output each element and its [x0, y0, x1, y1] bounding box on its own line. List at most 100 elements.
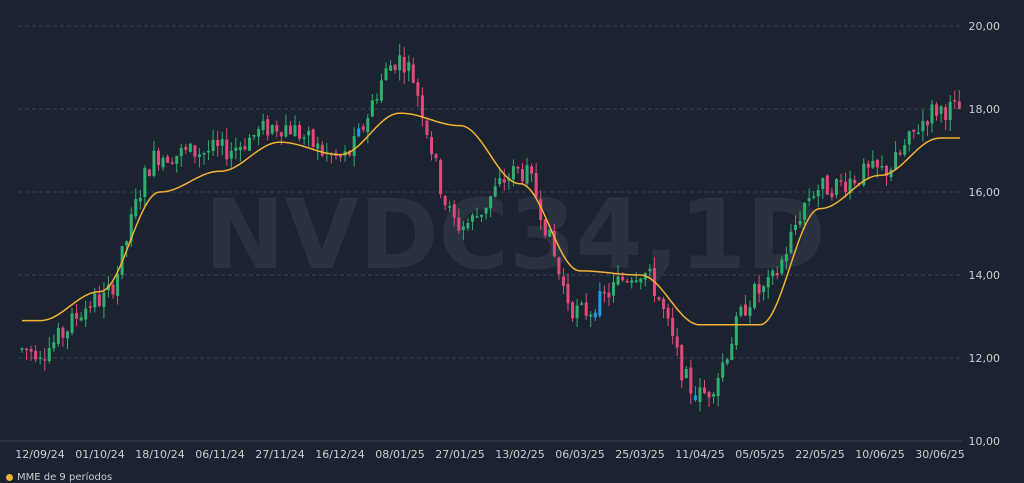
candle-body: [470, 215, 474, 222]
candle-body: [525, 165, 529, 184]
candle-body: [748, 307, 752, 316]
candle-body: [789, 231, 793, 253]
candle-body: [393, 64, 397, 70]
candle-body: [784, 254, 788, 262]
candle-body: [707, 391, 711, 398]
candle-body: [798, 220, 802, 225]
candle-body: [366, 118, 370, 133]
y-tick-label: 12,00: [969, 352, 1001, 365]
candle-body: [889, 169, 893, 178]
candle-body: [20, 348, 24, 350]
moving-average-line: [22, 112, 960, 326]
candle-body: [862, 163, 866, 185]
candle-body: [771, 270, 775, 277]
candle-body: [402, 56, 406, 73]
candle-body: [316, 143, 320, 149]
candle-body: [875, 159, 879, 168]
x-tick-label: 25/03/25: [615, 448, 664, 461]
candle-body: [398, 55, 402, 71]
candle-body: [302, 137, 306, 139]
candle-body: [912, 129, 916, 132]
legend[interactable]: MME de 9 períodos: [6, 472, 112, 483]
y-tick-label: 18,00: [969, 103, 1001, 116]
candle-body: [521, 169, 524, 182]
candle-body: [839, 180, 843, 182]
y-tick-label: 20,00: [969, 20, 1001, 33]
candle-body: [43, 359, 47, 361]
x-tick-label: 06/11/24: [195, 448, 244, 461]
candle-body: [716, 377, 720, 396]
candle-body: [56, 327, 60, 344]
candle-body: [361, 126, 365, 130]
candle-body: [420, 95, 424, 119]
candle-body: [794, 224, 797, 230]
candle-body: [261, 120, 265, 131]
candle-body: [75, 312, 79, 319]
candle-body: [243, 146, 247, 150]
candle-body: [197, 154, 201, 157]
candle-body: [621, 276, 625, 281]
candle-body: [780, 259, 784, 274]
candle-body: [898, 152, 902, 155]
x-tick-label: 12/09/24: [15, 448, 64, 461]
x-tick-label: 10/06/25: [855, 448, 904, 461]
candle-body: [311, 129, 315, 147]
candle-body: [712, 394, 716, 397]
candle-body: [116, 273, 120, 296]
candle-body: [612, 282, 615, 296]
candle-body: [880, 166, 884, 168]
candle-body: [143, 167, 147, 198]
x-tick-label: 05/05/25: [735, 448, 784, 461]
candle-body: [152, 150, 156, 176]
candle-body: [425, 120, 429, 135]
candle-body: [439, 160, 443, 195]
x-tick-label: 27/01/25: [435, 448, 484, 461]
candle-body: [725, 359, 729, 364]
candle-body: [584, 302, 588, 316]
candle-body: [193, 145, 197, 157]
x-tick-label: 08/01/25: [375, 448, 424, 461]
candle-body: [680, 345, 684, 381]
candle-body: [866, 163, 870, 168]
candle-body: [602, 291, 606, 294]
x-tick-label: 30/06/25: [915, 448, 964, 461]
candle-body: [516, 166, 520, 169]
x-tick-label: 22/05/25: [795, 448, 844, 461]
candle-body: [298, 125, 302, 139]
candle-body: [211, 139, 215, 152]
candle-body: [161, 157, 165, 168]
candle-body: [580, 303, 584, 305]
candle-body: [821, 177, 825, 189]
candle-body: [634, 280, 638, 282]
candle-body: [25, 348, 29, 351]
candle-body: [734, 316, 738, 346]
candle-body: [662, 298, 666, 309]
candle-body: [739, 306, 743, 316]
candle-body: [125, 241, 129, 246]
candle-body: [498, 178, 502, 185]
candle-body: [307, 130, 311, 136]
candle-body: [34, 350, 38, 360]
candle-body: [844, 181, 848, 192]
y-tick-label: 16,00: [969, 186, 1001, 199]
x-tick-label: 16/12/24: [315, 448, 364, 461]
candle-body: [871, 160, 875, 168]
candle-body: [807, 198, 811, 201]
candle-body: [757, 284, 761, 294]
candle-body: [762, 286, 766, 293]
candle-body: [111, 284, 115, 295]
candle-body: [803, 202, 807, 220]
candle-body: [625, 280, 629, 283]
candle-body: [339, 155, 342, 158]
candle-body: [684, 368, 688, 378]
candle-body: [70, 313, 74, 333]
candle-body: [288, 125, 292, 135]
candle-body: [475, 216, 479, 218]
candle-body: [935, 104, 939, 116]
candle-body: [348, 150, 352, 156]
candle-body: [671, 318, 675, 336]
candle-body: [284, 125, 288, 137]
candle-body: [848, 178, 852, 194]
candle-body: [84, 308, 88, 320]
